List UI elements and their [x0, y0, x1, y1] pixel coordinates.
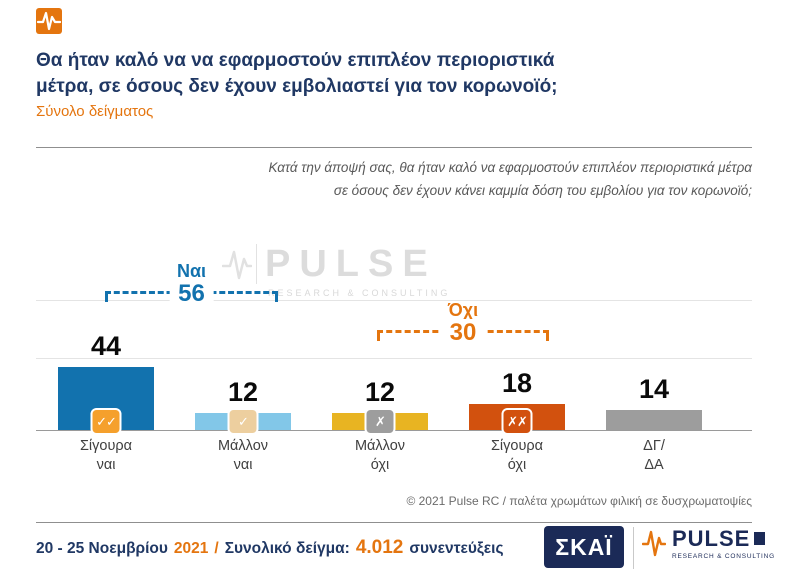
check-icon: ✓	[227, 408, 259, 435]
watermark-subtitle: RESEARCH & CONSULTING	[268, 288, 451, 298]
gridline	[36, 358, 752, 359]
watermark-divider	[256, 244, 257, 284]
bar	[606, 410, 702, 430]
double-check-icon: ✓✓	[90, 408, 122, 435]
yes-group-label: Ναι	[176, 261, 207, 281]
bar-value-label: 44	[90, 331, 122, 361]
footer-year: 2021	[173, 540, 209, 557]
bar: ✓✓	[58, 367, 154, 435]
bar-value-label: 12	[227, 377, 259, 407]
bar: ✗	[332, 408, 428, 435]
skai-logo: ΣΚΑΪ	[544, 526, 624, 568]
footer-sample-value: 4.012	[355, 537, 404, 558]
bottom-divider	[36, 522, 752, 523]
yes-group-bracket: Ναι 56	[105, 261, 278, 308]
no-group-label: Όχι	[447, 300, 479, 320]
bar: ✓	[195, 408, 291, 435]
pulse-logo-text: PULSE	[672, 525, 751, 551]
top-divider	[36, 147, 752, 148]
pulse-mark-icon	[36, 8, 62, 34]
footer-sample-label: Συνολικό δείγμα:	[224, 540, 350, 557]
bar-value-label: 12	[364, 377, 396, 407]
page-title: Θα ήταν καλό να να εφαρμοστούν επιπλέον …	[36, 48, 676, 100]
page-title-line1: Θα ήταν καλό να να εφαρμοστούν επιπλέον …	[36, 50, 555, 71]
survey-question-line1: Κατά την άποψή σας, θα ήταν καλό να εφαρ…	[268, 160, 752, 175]
bar-value-label: 14	[638, 374, 670, 404]
footer-dates: 20 - 25 Νοεμβρίου	[36, 540, 168, 557]
page-title-line2: μέτρα, σε όσους δεν έχουν εμβολιαστεί γι…	[36, 76, 558, 97]
pulse-logo-box	[754, 532, 766, 545]
bar-category-label: Σίγουρα όχι	[490, 438, 544, 473]
waveform-icon	[222, 250, 252, 280]
bar-category-label: ΔΓ/ΔΑ	[643, 438, 665, 473]
bracket-tick	[275, 292, 278, 302]
survey-question-line2: σε όσους δεν έχουν κάνει καμμία δόση του…	[333, 183, 752, 198]
bracket-tick	[105, 292, 108, 302]
no-group-value: 30	[440, 319, 486, 347]
survey-question: Κατά την άποψή σας, θα ήταν καλό να εφαρ…	[152, 156, 752, 202]
pulse-logo: PULSE RESEARCH & CONSULTING	[642, 526, 775, 560]
bar: ✗✗	[469, 404, 565, 435]
pulse-logo-subtitle: RESEARCH & CONSULTING	[672, 552, 775, 560]
skai-logo-text: ΣΚΑΪ	[555, 533, 613, 560]
yes-group-value: 56	[169, 280, 214, 308]
double-cross-icon: ✗✗	[501, 408, 533, 435]
waveform-icon	[642, 530, 666, 557]
page-subtitle: Σύνολο δείγματος	[36, 103, 154, 120]
no-group-bracket: Όχι 30	[377, 300, 549, 347]
footer-sample-info: 20 - 25 Νοεμβρίου 2021 / Συνολικό δείγμα…	[36, 537, 504, 559]
bar-category-label: Σίγουρα ναι	[79, 438, 133, 473]
cross-icon: ✗	[364, 408, 396, 435]
pulse-watermark: PULSE RESEARCH & CONSULTING	[222, 244, 450, 298]
bracket-tick	[377, 331, 380, 341]
bar-category-label: Μάλλον όχι	[354, 438, 406, 473]
copyright-note: © 2021 Pulse RC / παλέτα χρωμάτων φιλική…	[406, 494, 752, 508]
bar-value-label: 18	[501, 368, 533, 398]
bracket-tick	[546, 331, 549, 341]
footer-sample-unit: συνεντεύξεις	[409, 540, 504, 557]
gridline	[36, 300, 752, 301]
footer-slash: /	[214, 540, 219, 557]
bar-category-label: Μάλλον ναι	[217, 438, 269, 473]
logo-separator	[633, 527, 634, 569]
watermark-name: PULSE	[265, 243, 437, 285]
